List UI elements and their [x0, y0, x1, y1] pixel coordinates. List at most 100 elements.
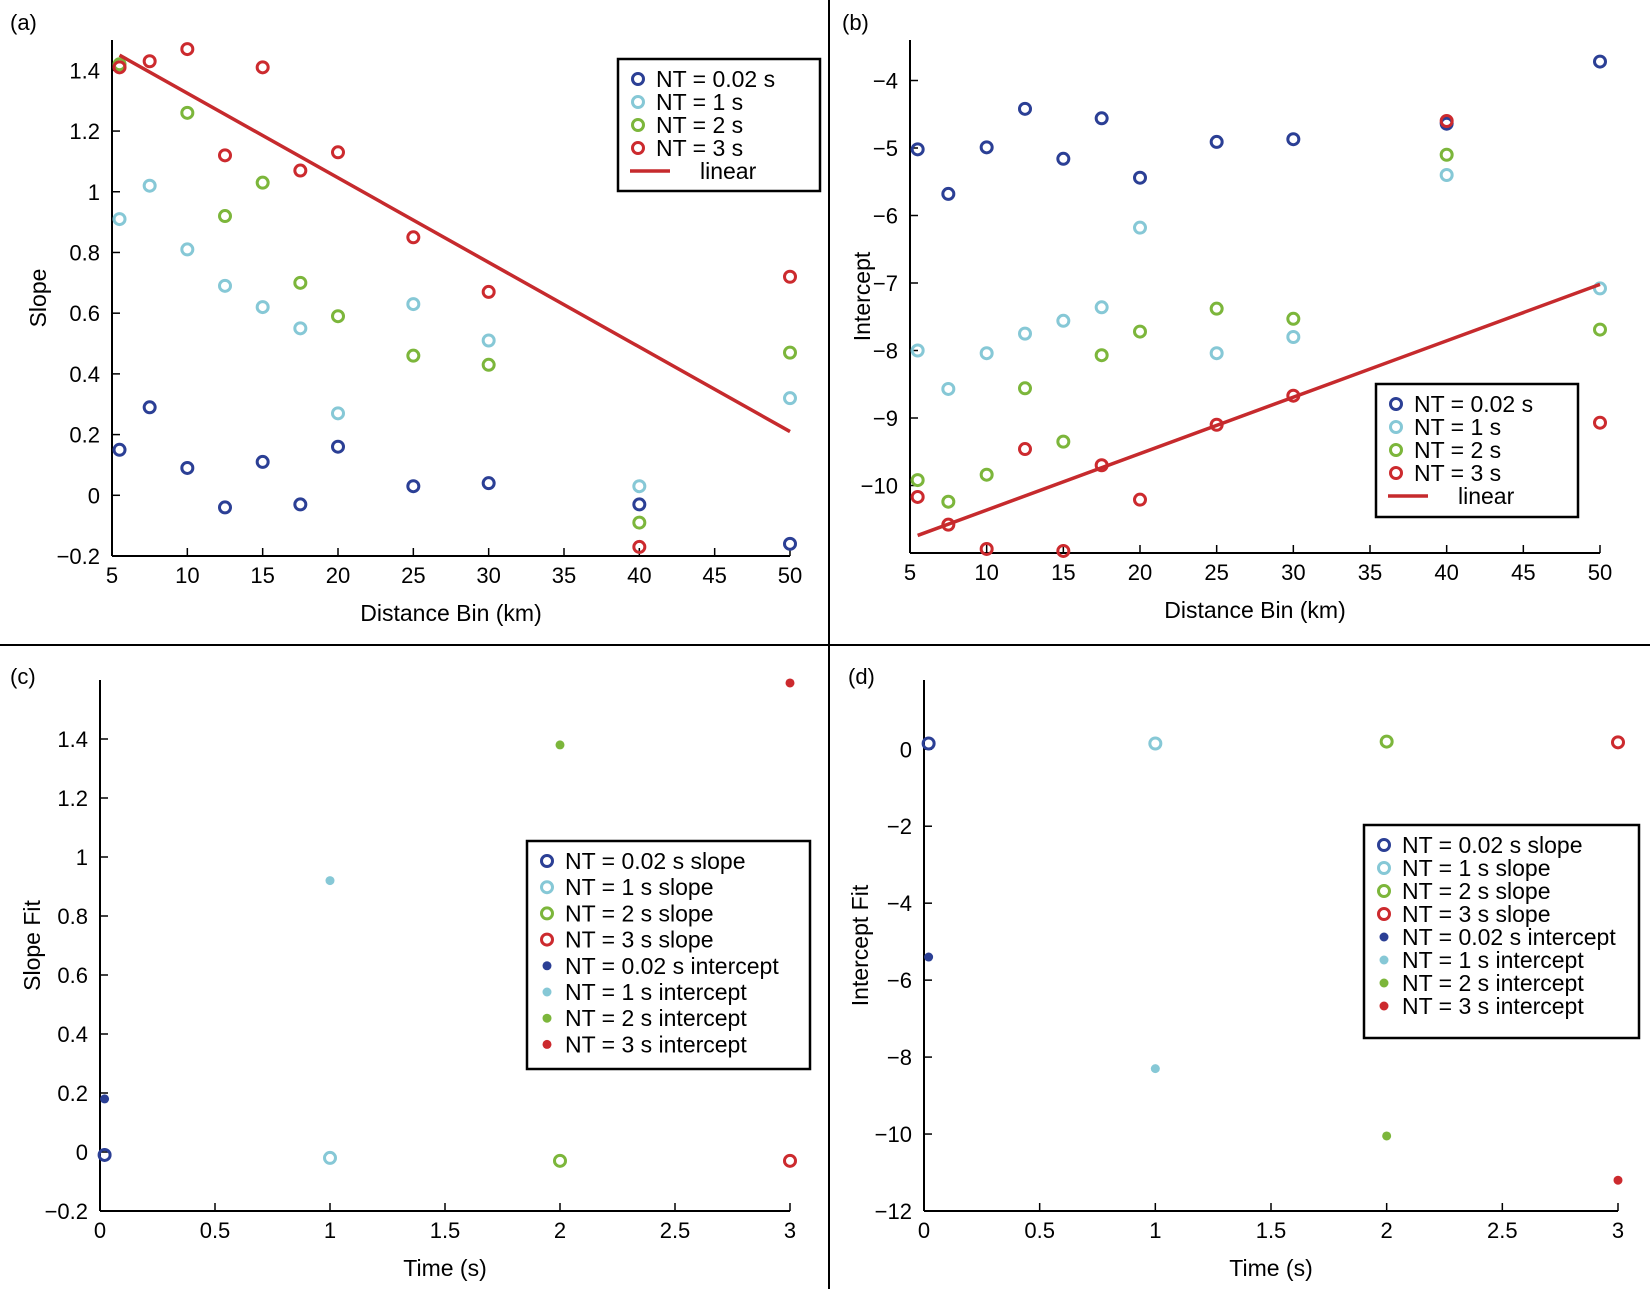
y-tick-label: 1.2	[69, 119, 100, 144]
data-point	[1094, 300, 1109, 315]
data-point	[406, 230, 421, 245]
x-tick-label: 5	[904, 560, 916, 585]
data-point	[1094, 348, 1109, 363]
data-point	[1439, 114, 1454, 128]
series-linear	[118, 53, 791, 434]
y-tick-label: 0	[88, 483, 100, 508]
x-tick-label: 30	[476, 563, 500, 588]
x-tick-label: 0.5	[1024, 1218, 1055, 1243]
legend-label: NΤ = 0.02 s	[1414, 391, 1533, 417]
series-n-1-s	[112, 178, 797, 494]
x-tick-label: 40	[627, 563, 651, 588]
legend-label: NΤ = 2 s slope	[565, 900, 714, 926]
x-tick-label: 1	[324, 1218, 336, 1243]
data-point	[1209, 346, 1224, 361]
legend-item: NΤ = 2 s intercept	[542, 1005, 747, 1031]
panel-a: (a) 5 10 15 20 25 30 35 40 45 50 −0.2 0 0.2 0.4 0.6 0.8 1…	[10, 10, 822, 626]
y-tick-label: −5	[873, 136, 898, 161]
data-point	[323, 1150, 337, 1165]
y-tick-label: 0.6	[69, 301, 100, 326]
legend-item: NΤ = 3 s intercept	[1379, 993, 1584, 1019]
legend-item: NΤ = 3 s	[1389, 460, 1501, 486]
x-axis-title: Time (s)	[403, 1255, 486, 1281]
data-point	[481, 333, 496, 348]
legend-marker-swatch	[540, 906, 554, 921]
legend-marker-swatch	[1389, 397, 1403, 411]
data-point	[1379, 734, 1394, 749]
legend-label: NΤ = 3 s slope	[565, 927, 714, 953]
legend-label: NΤ = 1 s slope	[1402, 855, 1551, 881]
x-tick-label: 10	[974, 560, 998, 585]
legend-label: NΤ = 0.02 s	[656, 66, 775, 92]
panel-label: (c)	[10, 664, 36, 689]
x-tick-label: 5	[106, 563, 118, 588]
data-point	[142, 54, 157, 69]
x-tick-label: 45	[702, 563, 726, 588]
y-tick-label: −0.2	[45, 1199, 88, 1224]
series-n-0-02-s-slope	[921, 736, 936, 751]
x-tick-label: 2.5	[1487, 1218, 1518, 1243]
data-point	[406, 297, 421, 312]
data-point	[979, 541, 994, 556]
x-tick-label: 0.5	[200, 1218, 231, 1243]
legend-label: NΤ = 0.02 s intercept	[565, 953, 779, 979]
data-point	[910, 142, 925, 157]
panel-label: (a)	[10, 10, 37, 35]
data-point	[481, 476, 496, 491]
legend-label: NΤ = 1 s intercept	[565, 979, 747, 1005]
data-point	[1094, 111, 1109, 126]
data-point	[142, 400, 157, 415]
y-axis-title: Slope	[25, 269, 51, 328]
legend-marker-swatch	[1377, 861, 1391, 875]
legend-marker-swatch	[631, 95, 645, 109]
x-tick-label: 3	[784, 1218, 796, 1243]
legend-marker-swatch	[631, 141, 645, 155]
series-n-1-s-intercept	[1150, 1064, 1160, 1074]
legend-label: NΤ = 3 s	[1414, 460, 1501, 486]
legend-marker-swatch	[631, 118, 645, 132]
data-point	[1613, 1175, 1623, 1185]
data-point	[1286, 311, 1301, 326]
legend-item: NΤ = 2 s intercept	[1379, 970, 1584, 996]
y-tick-label: 0	[76, 1140, 88, 1165]
data-point	[941, 381, 956, 396]
data-point	[100, 1094, 110, 1104]
data-point	[142, 178, 157, 193]
panel-label: (b)	[842, 10, 869, 35]
y-tick-label: −7	[873, 271, 898, 296]
x-axis-title: Distance Bin (km)	[360, 600, 541, 626]
legend-marker-swatch	[1377, 838, 1391, 852]
data-point	[180, 105, 195, 120]
data-point	[1593, 322, 1607, 337]
legend-item: NΤ = 2 s	[631, 112, 743, 138]
data-point	[1133, 220, 1147, 235]
y-tick-label: 0.4	[69, 362, 100, 387]
legend-label: NΤ = 3 s slope	[1402, 901, 1551, 927]
legend-item: NΤ = 2 s slope	[540, 900, 714, 926]
data-point	[112, 442, 127, 457]
data-point	[632, 479, 647, 494]
data-point	[218, 209, 232, 224]
data-point	[180, 460, 195, 475]
data-point	[1593, 415, 1607, 430]
data-point	[941, 186, 956, 201]
linear-fit-line	[917, 282, 1601, 538]
data-point	[1148, 736, 1163, 751]
data-point	[783, 269, 797, 284]
x-tick-label: 35	[552, 563, 576, 588]
y-tick-label: −8	[873, 339, 898, 364]
series-n-1-s	[910, 168, 1607, 396]
legend-marker-swatch	[1389, 466, 1403, 480]
legend-marker-swatch	[540, 932, 554, 947]
data-point	[1018, 381, 1032, 396]
legend-label: NΤ = 3 s	[656, 135, 743, 161]
x-tick-label: 1.5	[430, 1218, 461, 1243]
x-tick-label: 20	[1128, 560, 1152, 585]
legend-item: NΤ = 1 s	[631, 89, 743, 115]
data-point	[255, 60, 270, 75]
data-point	[218, 148, 232, 163]
data-point	[293, 497, 308, 512]
series-n-2-s-slope	[553, 1153, 567, 1168]
data-point	[293, 275, 308, 290]
